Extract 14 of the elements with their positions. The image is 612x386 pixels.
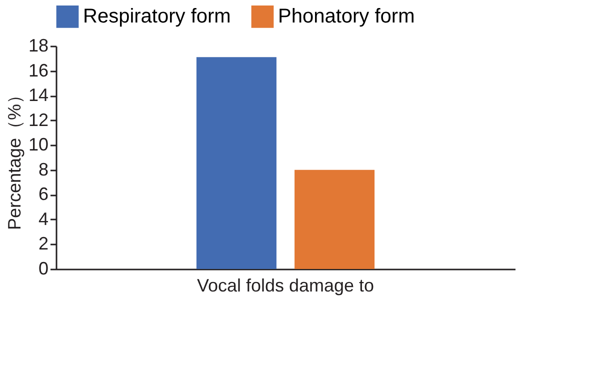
y-tick-label: 8 xyxy=(38,159,48,180)
y-axis-title: Percentage（%） xyxy=(4,86,24,230)
legend-label: Phonatory form xyxy=(278,6,415,28)
legend-label: Respiratory form xyxy=(83,6,231,28)
x-tick-label: Vocal folds damage to xyxy=(196,276,374,296)
y-tick-label: 6 xyxy=(38,184,48,204)
y-tick-label: 18 xyxy=(28,36,48,56)
y-tick-label: 2 xyxy=(38,234,48,254)
y-tick-label: 10 xyxy=(28,134,48,155)
y-tick-label: 12 xyxy=(28,110,48,130)
y-tick-label: 14 xyxy=(28,85,48,106)
y-tick-label: 16 xyxy=(28,60,48,80)
y-tick-label: 4 xyxy=(38,208,48,229)
y-tick-label: 0 xyxy=(38,258,48,278)
